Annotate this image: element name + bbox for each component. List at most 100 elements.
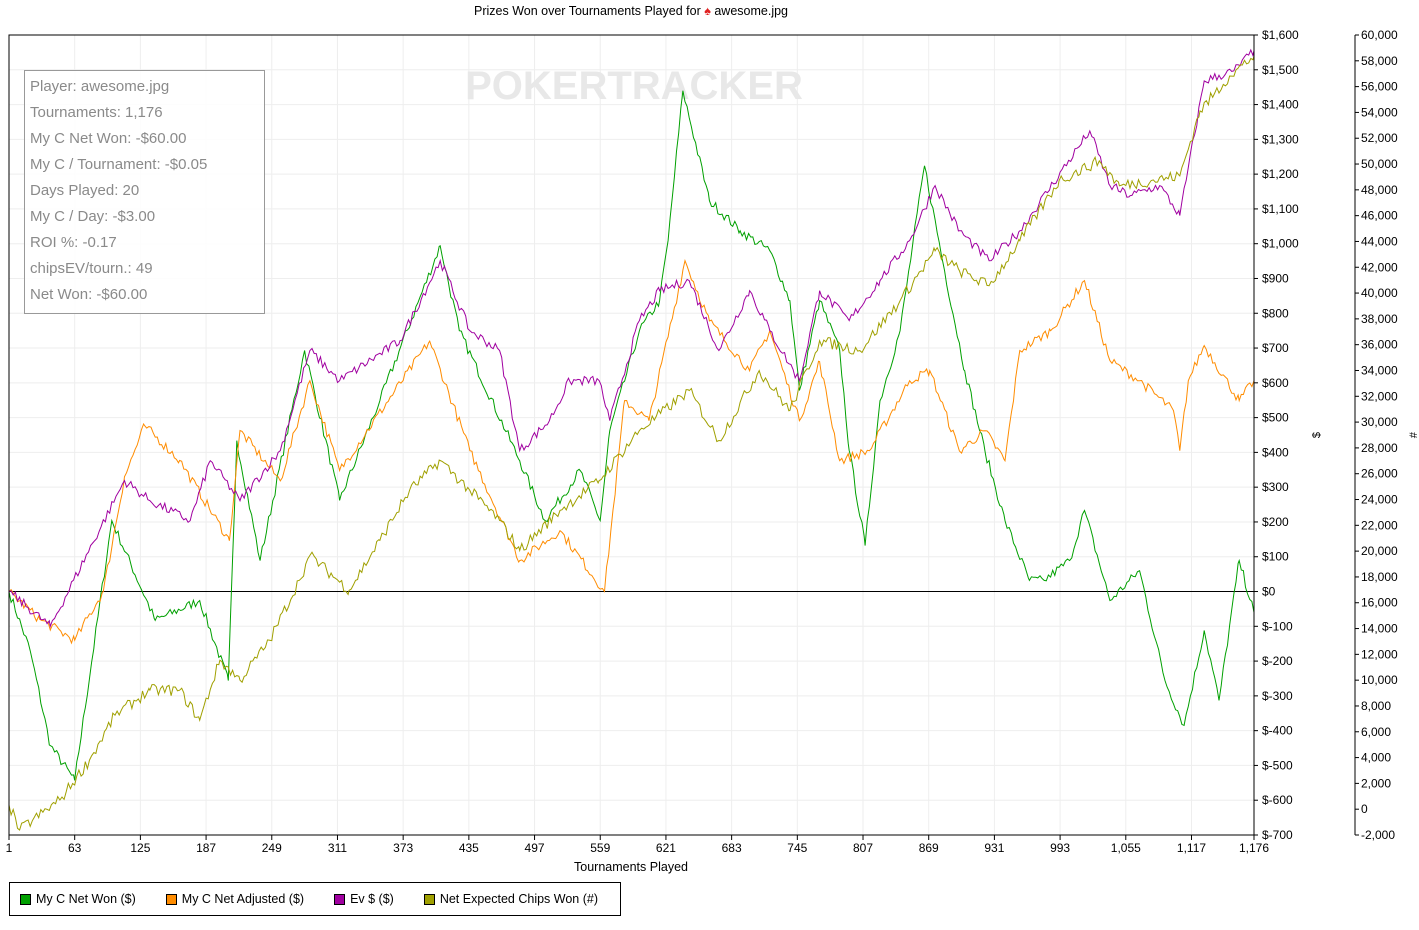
y-tick-label: $1,300 <box>1262 132 1299 146</box>
y2-tick-label: 18,000 <box>1361 570 1398 584</box>
x-tick-label: 435 <box>459 841 479 855</box>
y-tick-label: $-500 <box>1262 758 1293 772</box>
stat-line: Player: awesome.jpg <box>30 78 170 95</box>
y2-tick-label: 26,000 <box>1361 467 1398 481</box>
y-axis-label: $ <box>1311 432 1323 438</box>
y2-tick-label: 60,000 <box>1361 28 1398 42</box>
y-tick-label: $500 <box>1262 411 1289 425</box>
y-tick-label: $-100 <box>1262 619 1293 633</box>
series-line-1 <box>8 258 1255 645</box>
y2-tick-label: 52,000 <box>1361 131 1398 145</box>
y-tick-label: $400 <box>1262 445 1289 459</box>
y2-tick-label: 6,000 <box>1361 725 1391 739</box>
y2-tick-label: 2,000 <box>1361 776 1391 790</box>
y-tick-label: $300 <box>1262 480 1289 494</box>
y2-tick-label: 24,000 <box>1361 493 1398 507</box>
y2-tick-label: 12,000 <box>1361 647 1398 661</box>
x-tick-label: 559 <box>590 841 610 855</box>
x-tick-label: 683 <box>722 841 742 855</box>
spade-icon: ♠ <box>704 4 711 18</box>
y-tick-label: $-200 <box>1262 654 1293 668</box>
legend-label: Ev $ ($) <box>350 892 394 906</box>
stat-line: My C / Tournament: -$0.05 <box>30 156 208 173</box>
y-tick-label: $900 <box>1262 271 1289 285</box>
legend-item[interactable]: Ev $ ($) <box>334 892 394 906</box>
x-tick-label: 373 <box>393 841 413 855</box>
title-text: Prizes Won over Tournaments Played for <box>474 4 701 18</box>
x-tick-label: 745 <box>787 841 807 855</box>
y-tick-label: $-700 <box>1262 828 1293 842</box>
y2-tick-label: 0 <box>1361 802 1368 816</box>
y2-tick-label: 56,000 <box>1361 80 1398 94</box>
series-line-0 <box>8 90 1255 781</box>
y2-tick-label: 8,000 <box>1361 699 1391 713</box>
legend-swatch <box>20 893 31 905</box>
x-tick-label: 497 <box>525 841 545 855</box>
y2-tick-label: 38,000 <box>1361 312 1398 326</box>
x-tick-label: 1,055 <box>1111 841 1141 855</box>
y-tick-label: $-600 <box>1262 793 1293 807</box>
y-tick-label: $1,500 <box>1262 63 1299 77</box>
y2-tick-label: 34,000 <box>1361 363 1398 377</box>
watermark-logo: POKERTRACKER <box>465 64 803 108</box>
x-tick-label: 1 <box>6 841 13 855</box>
y2-axis-label: # <box>1408 431 1419 438</box>
legend-item[interactable]: My C Net Adjusted ($) <box>165 892 305 906</box>
y-tick-label: $0 <box>1262 585 1276 599</box>
x-tick-label: 1,176 <box>1239 841 1269 855</box>
y2-tick-label: 58,000 <box>1361 54 1398 68</box>
series-line-2 <box>8 48 1255 629</box>
x-tick-label: 993 <box>1050 841 1070 855</box>
y-tick-label: $1,600 <box>1262 28 1299 42</box>
y2-tick-label: 32,000 <box>1361 389 1398 403</box>
legend-item[interactable]: My C Net Won ($) <box>20 892 136 906</box>
legend-item[interactable]: Net Expected Chips Won (#) <box>423 892 599 906</box>
x-tick-label: 311 <box>328 841 347 855</box>
x-tick-label: 187 <box>196 841 216 855</box>
x-tick-label: 807 <box>853 841 873 855</box>
y2-tick-label: 44,000 <box>1361 234 1398 248</box>
y-tick-label: $1,100 <box>1262 202 1299 216</box>
y-tick-label: $800 <box>1262 306 1289 320</box>
x-tick-label: 249 <box>262 841 282 855</box>
legend-label: My C Net Won ($) <box>36 892 136 906</box>
y-tick-label: $-400 <box>1262 724 1293 738</box>
y2-tick-label: 30,000 <box>1361 415 1398 429</box>
y2-tick-label: -2,000 <box>1361 828 1395 842</box>
y2-tick-label: 40,000 <box>1361 286 1398 300</box>
legend-label: My C Net Adjusted ($) <box>181 892 305 906</box>
x-tick-label: 621 <box>656 841 676 855</box>
stat-line: chipsEV/tourn.: 49 <box>30 260 153 277</box>
y-tick-label: $-300 <box>1262 689 1293 703</box>
series-line-3 <box>8 55 1255 831</box>
y2-tick-label: 54,000 <box>1361 105 1398 119</box>
y-tick-label: $700 <box>1262 341 1289 355</box>
chart-title: Prizes Won over Tournaments Played for ♠… <box>0 4 1262 18</box>
y2-tick-label: 4,000 <box>1361 751 1391 765</box>
y-tick-label: $1,200 <box>1262 167 1299 181</box>
x-axis-label: Tournaments Played <box>574 860 688 874</box>
y-tick-label: $600 <box>1262 376 1289 390</box>
y2-tick-label: 46,000 <box>1361 209 1398 223</box>
stats-box: Player: awesome.jpg Tournaments: 1,176 My … <box>24 70 265 314</box>
legend-label: Net Expected Chips Won (#) <box>439 892 599 906</box>
y-tick-label: $1,000 <box>1262 237 1299 251</box>
y2-tick-label: 28,000 <box>1361 441 1398 455</box>
legend-swatch <box>334 893 346 905</box>
y2-tick-label: 36,000 <box>1361 338 1398 352</box>
x-tick-label: 869 <box>919 841 939 855</box>
y2-tick-label: 14,000 <box>1361 622 1398 636</box>
stat-line: Tournaments: 1,176 <box>30 104 163 121</box>
y2-tick-label: 16,000 <box>1361 596 1398 610</box>
stat-line: Net Won: -$60.00 <box>30 286 148 303</box>
y-tick-label: $1,400 <box>1262 98 1299 112</box>
y-tick-label: $100 <box>1262 550 1289 564</box>
title-player: awesome.jpg <box>714 4 788 18</box>
legend-swatch <box>423 893 435 905</box>
y2-tick-label: 50,000 <box>1361 157 1398 171</box>
y2-tick-label: 10,000 <box>1361 673 1398 687</box>
y2-tick-label: 42,000 <box>1361 260 1398 274</box>
stat-line: Days Played: 20 <box>30 182 140 199</box>
plot-frame <box>8 34 1255 836</box>
y2-tick-label: 48,000 <box>1361 183 1398 197</box>
